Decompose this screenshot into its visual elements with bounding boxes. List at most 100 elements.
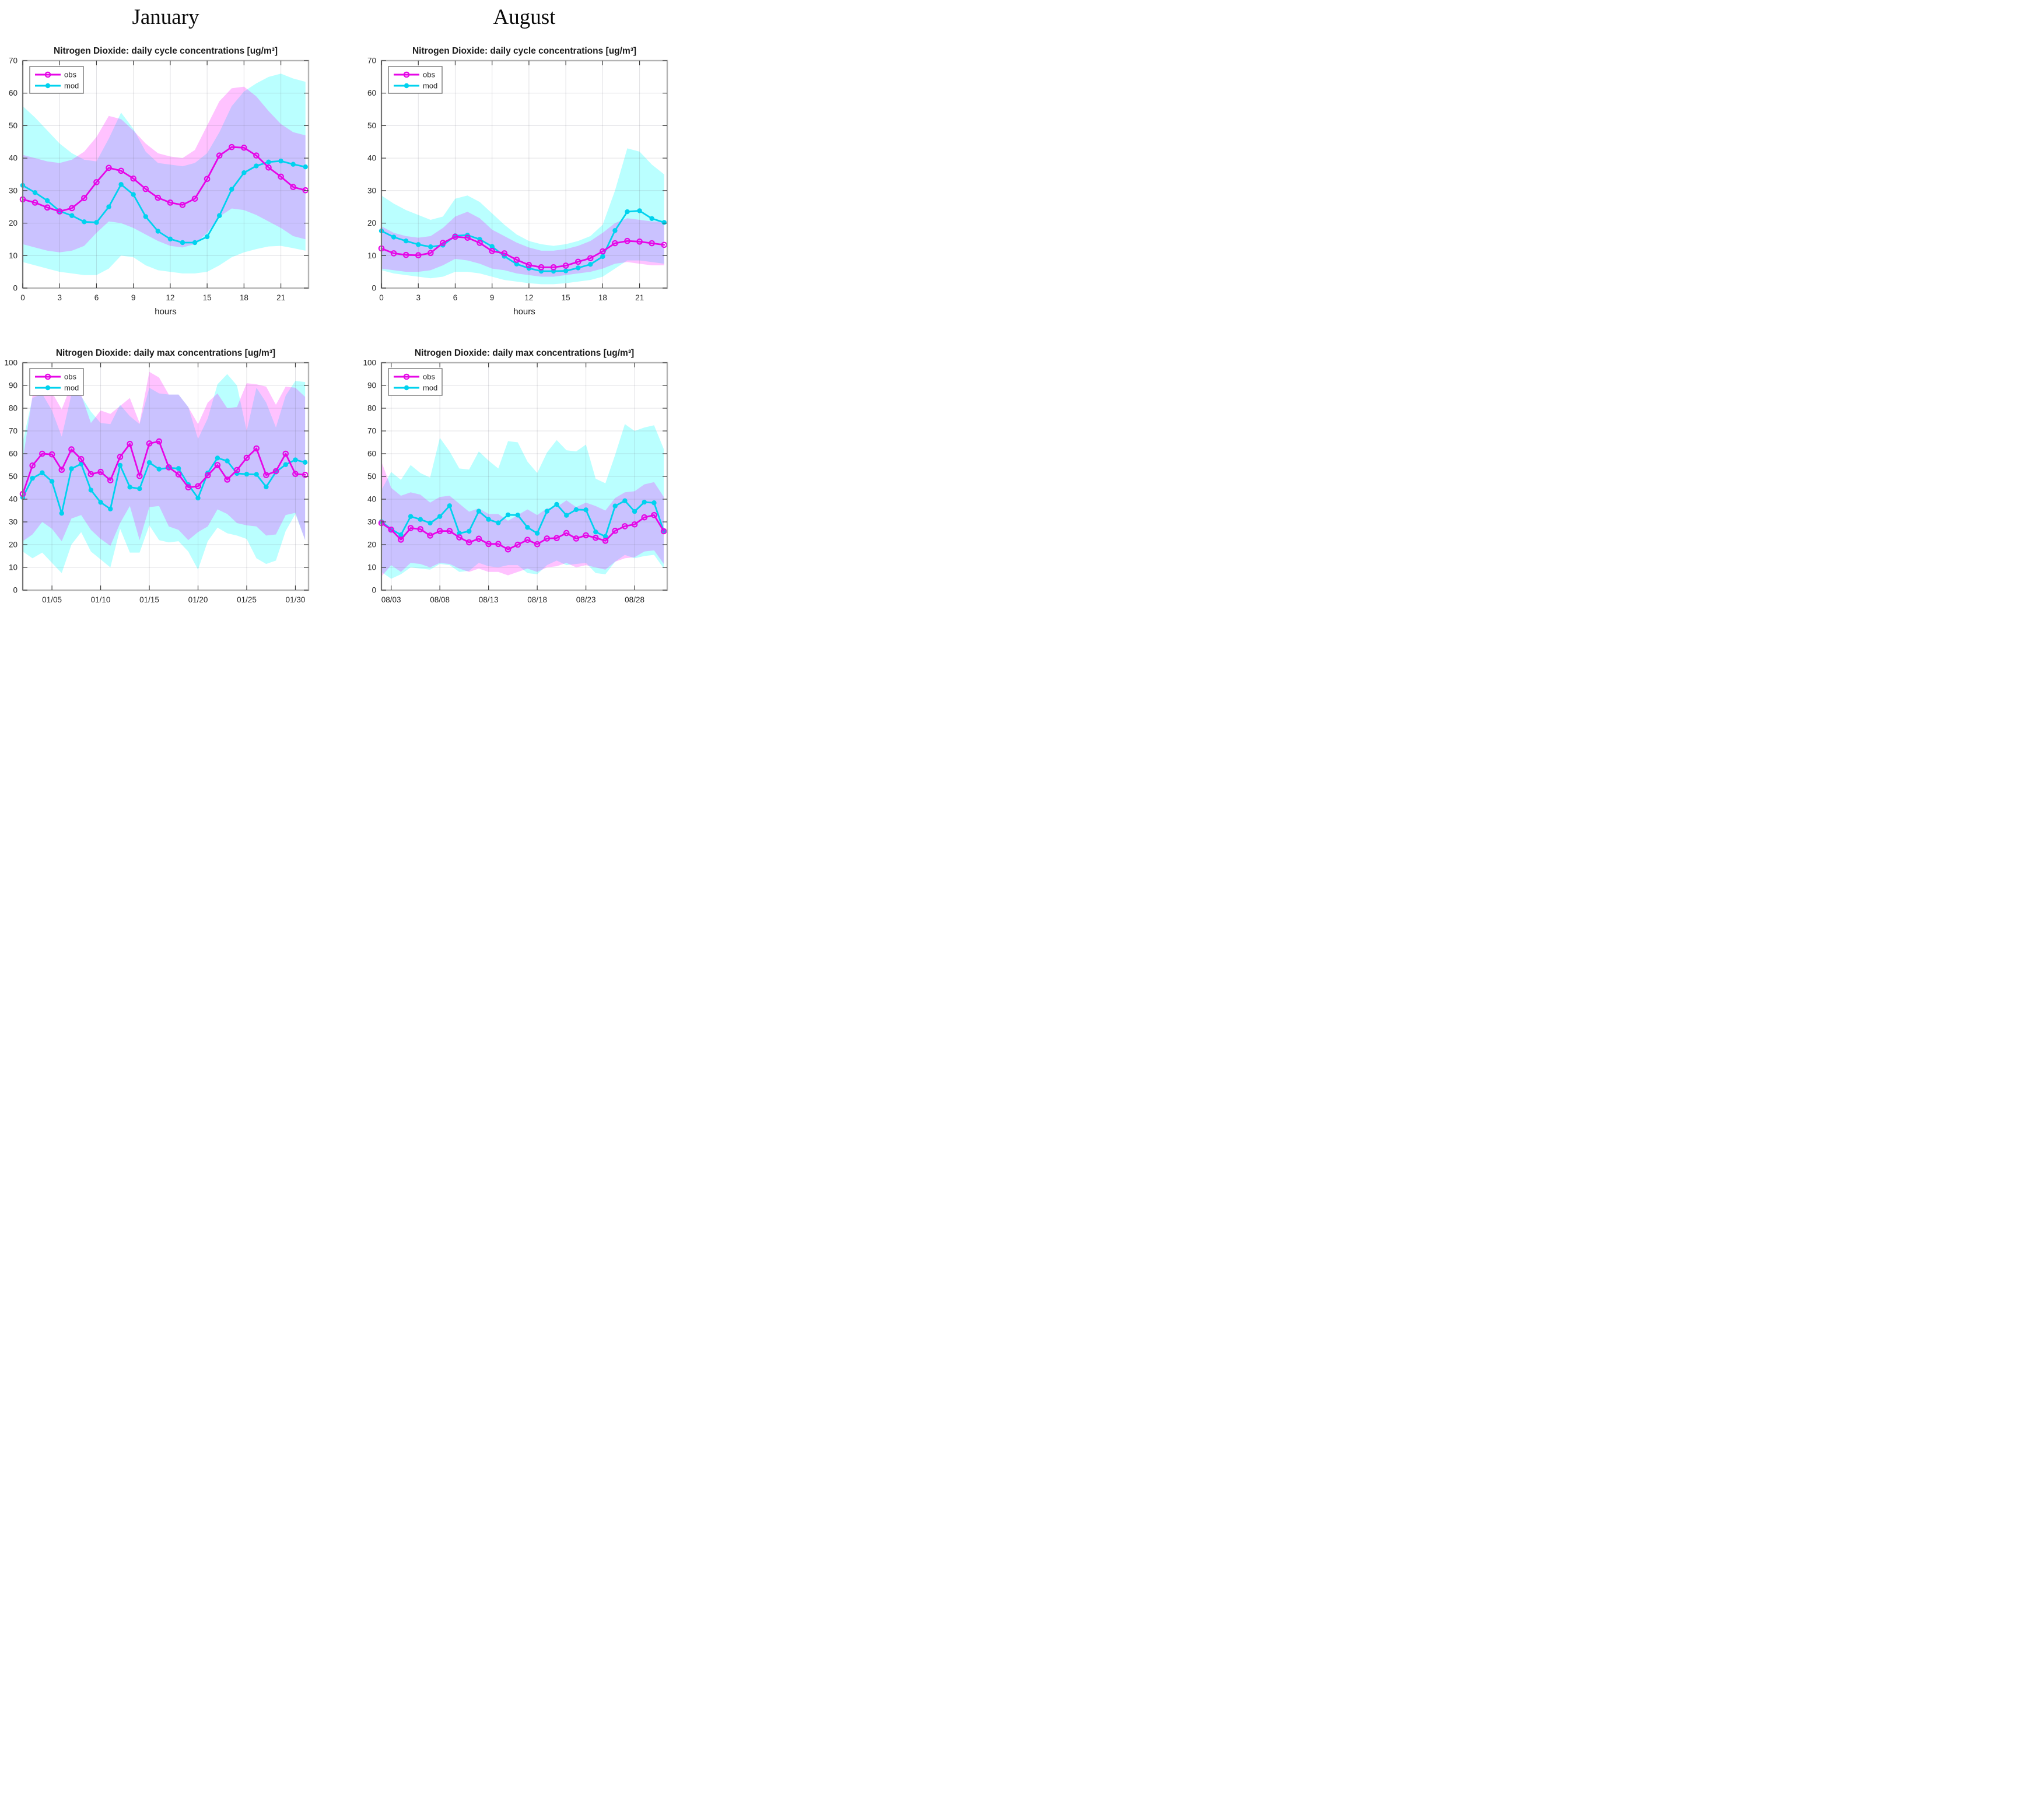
legend-obs-label: obs: [423, 71, 435, 79]
obs-marker: [456, 534, 463, 541]
uncertainty-bands: [381, 148, 664, 285]
obs-marker: [636, 239, 643, 245]
legend: obs mod: [29, 368, 84, 396]
y-tick-label: 50: [9, 121, 17, 130]
x-tick-label: 08/03: [381, 595, 401, 604]
y-tick-label: 70: [367, 57, 376, 65]
obs-marker: [525, 262, 532, 268]
mod-marker: [447, 503, 453, 509]
y-tick-label: 30: [367, 518, 376, 527]
obs-marker: [167, 199, 174, 206]
chart-august-daily-cycle: 0 10 20 30 40 50 60 70 0 3 6 9 12 15 18 21 Nitrogen Diox…: [367, 46, 668, 317]
obs-marker: [398, 536, 404, 543]
mod-marker: [49, 479, 55, 484]
tick-marks: [381, 60, 667, 289]
obs-marker: [407, 525, 414, 531]
chart-january-daily-max: 0 10 20 30 40 50 60 70 80 90 100 01/05 01/10 01/15 01/…: [4, 348, 310, 604]
obs-marker: [464, 234, 471, 241]
mod-marker: [302, 460, 308, 465]
obs-marker: [436, 528, 443, 534]
mod-line: [22, 457, 306, 514]
x-tick-label: 12: [524, 293, 533, 302]
obs-marker: [290, 184, 296, 191]
legend: obs mod: [388, 66, 443, 94]
y-tick-label: 40: [367, 495, 376, 504]
obs-marker: [427, 532, 433, 539]
x-tick-label: 12: [166, 293, 174, 302]
obs-marker: [602, 538, 609, 544]
mod-marker: [416, 242, 421, 247]
obs-marker: [524, 536, 531, 543]
mod-marker: [661, 220, 667, 225]
obs-marker: [204, 176, 211, 183]
obs-marker: [243, 454, 250, 461]
mod-marker: [514, 261, 520, 266]
obs-marker: [501, 250, 508, 257]
y-tick-label: 90: [367, 381, 376, 390]
x-tick-label: 15: [562, 293, 570, 302]
legend-obs-label: obs: [64, 71, 76, 79]
obs-marker: [417, 526, 424, 532]
legend-obs-marker: [403, 71, 410, 78]
gridlines: [23, 363, 309, 590]
obs-marker: [452, 233, 458, 240]
mod-marker: [192, 240, 198, 246]
mod-marker: [649, 216, 654, 221]
y-tick-label: 100: [363, 359, 376, 367]
obs-marker: [513, 257, 520, 263]
legend-mod-label: mod: [423, 82, 437, 90]
obs-marker: [631, 521, 638, 528]
y-tick-label: 60: [367, 89, 376, 97]
y-tick-label: 60: [9, 450, 17, 458]
obs-marker: [29, 462, 36, 469]
obs-marker: [265, 164, 272, 171]
y-tick-label: 10: [367, 251, 376, 260]
y-tick-label: 10: [9, 563, 17, 572]
mod-band: [381, 148, 664, 285]
mod-marker: [303, 164, 308, 170]
legend-obs-marker: [44, 71, 51, 78]
obs-marker: [505, 546, 511, 553]
x-tick-label: 21: [276, 293, 285, 302]
x-tick-label: 6: [453, 293, 458, 302]
tick-marks: [23, 362, 309, 591]
mod-marker: [241, 170, 247, 176]
mod-marker: [264, 484, 269, 490]
y-tick-label: 20: [9, 541, 17, 549]
obs-marker: [228, 143, 235, 150]
x-tick-label: 08/23: [576, 595, 596, 604]
x-tick-label: 08/18: [527, 595, 547, 604]
mod-marker: [625, 209, 630, 215]
mod-marker: [563, 268, 569, 273]
obs-marker: [612, 527, 618, 534]
obs-marker: [136, 472, 143, 479]
obs-marker: [81, 195, 87, 201]
obs-marker: [175, 471, 182, 478]
obs-marker: [402, 251, 409, 258]
chart-august-daily-max: 0 10 20 30 40 50 60 70 80 90 100 08/03 08/08 08/13 08/…: [363, 348, 668, 604]
mod-marker: [637, 208, 642, 213]
legend-mod-marker: [404, 83, 409, 89]
obs-marker: [69, 205, 75, 212]
legend-obs-marker: [44, 373, 51, 380]
obs-marker: [58, 467, 65, 473]
mod-marker: [467, 528, 472, 534]
mod-marker: [137, 486, 142, 492]
mod-marker: [651, 500, 657, 506]
obs-marker: [78, 456, 85, 462]
y-tick-label: 60: [367, 450, 376, 458]
obs-marker: [550, 264, 557, 271]
obs-marker: [204, 472, 211, 479]
mod-marker: [117, 462, 123, 468]
obs-marker: [292, 471, 299, 478]
obs-marker: [428, 250, 434, 257]
legend-box: [388, 368, 443, 396]
mod-marker: [437, 514, 443, 519]
y-tick-label: 0: [372, 284, 376, 293]
x-tick-label: 3: [57, 293, 62, 302]
obs-marker: [106, 164, 112, 171]
y-tick-label: 90: [9, 381, 17, 390]
mod-marker: [593, 529, 598, 535]
mod-marker: [106, 204, 111, 209]
obs-band: [381, 461, 664, 577]
